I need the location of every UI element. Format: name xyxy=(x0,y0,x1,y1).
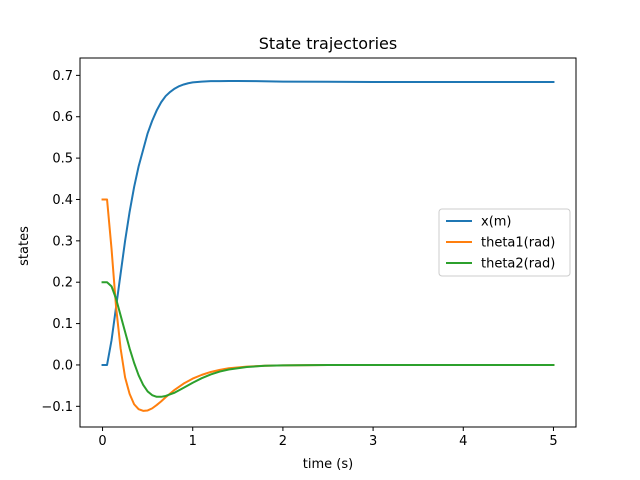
y-tick-label: −0.1 xyxy=(41,400,73,415)
y-tick-label: 0.4 xyxy=(52,193,73,208)
x-tick-label: 5 xyxy=(549,434,557,449)
x-tick-label: 0 xyxy=(98,434,106,449)
series-line-0 xyxy=(101,79,555,366)
x-tick-label: 1 xyxy=(189,434,197,449)
y-tick-label: 0.6 xyxy=(52,110,73,125)
y-tick-label: 0.3 xyxy=(52,234,73,249)
y-tick-label: 0.2 xyxy=(52,276,73,291)
axes-layer: 0 1 2 3 4 5 −0.1 0.0 0.1 0.2 0.3 0.4 0.5 0.6 0.7 xyxy=(41,57,577,449)
legend-label-1: theta1(rad) xyxy=(481,236,555,251)
series-layer xyxy=(101,79,555,412)
legend-label-2: theta2(rad) xyxy=(481,257,555,272)
axes-frame xyxy=(79,57,577,428)
y-tick-label: 0.5 xyxy=(52,152,73,167)
y-tick-label: 0.0 xyxy=(52,358,73,373)
legend: x(m) theta1(rad) theta2(rad) xyxy=(438,208,571,277)
x-tick-label: 4 xyxy=(459,434,467,449)
x-tick-label: 3 xyxy=(369,434,377,449)
x-axis-label: time (s) xyxy=(303,457,353,472)
legend-box xyxy=(438,208,571,277)
y-axis-label: states xyxy=(17,226,32,266)
y-tick-label: 0.7 xyxy=(52,69,73,84)
legend-label-0: x(m) xyxy=(481,215,512,230)
y-tick-label: 0.1 xyxy=(52,317,73,332)
chart-title: State trajectories xyxy=(259,34,397,53)
series-line-2 xyxy=(101,281,555,398)
x-tick-label: 2 xyxy=(279,434,287,449)
